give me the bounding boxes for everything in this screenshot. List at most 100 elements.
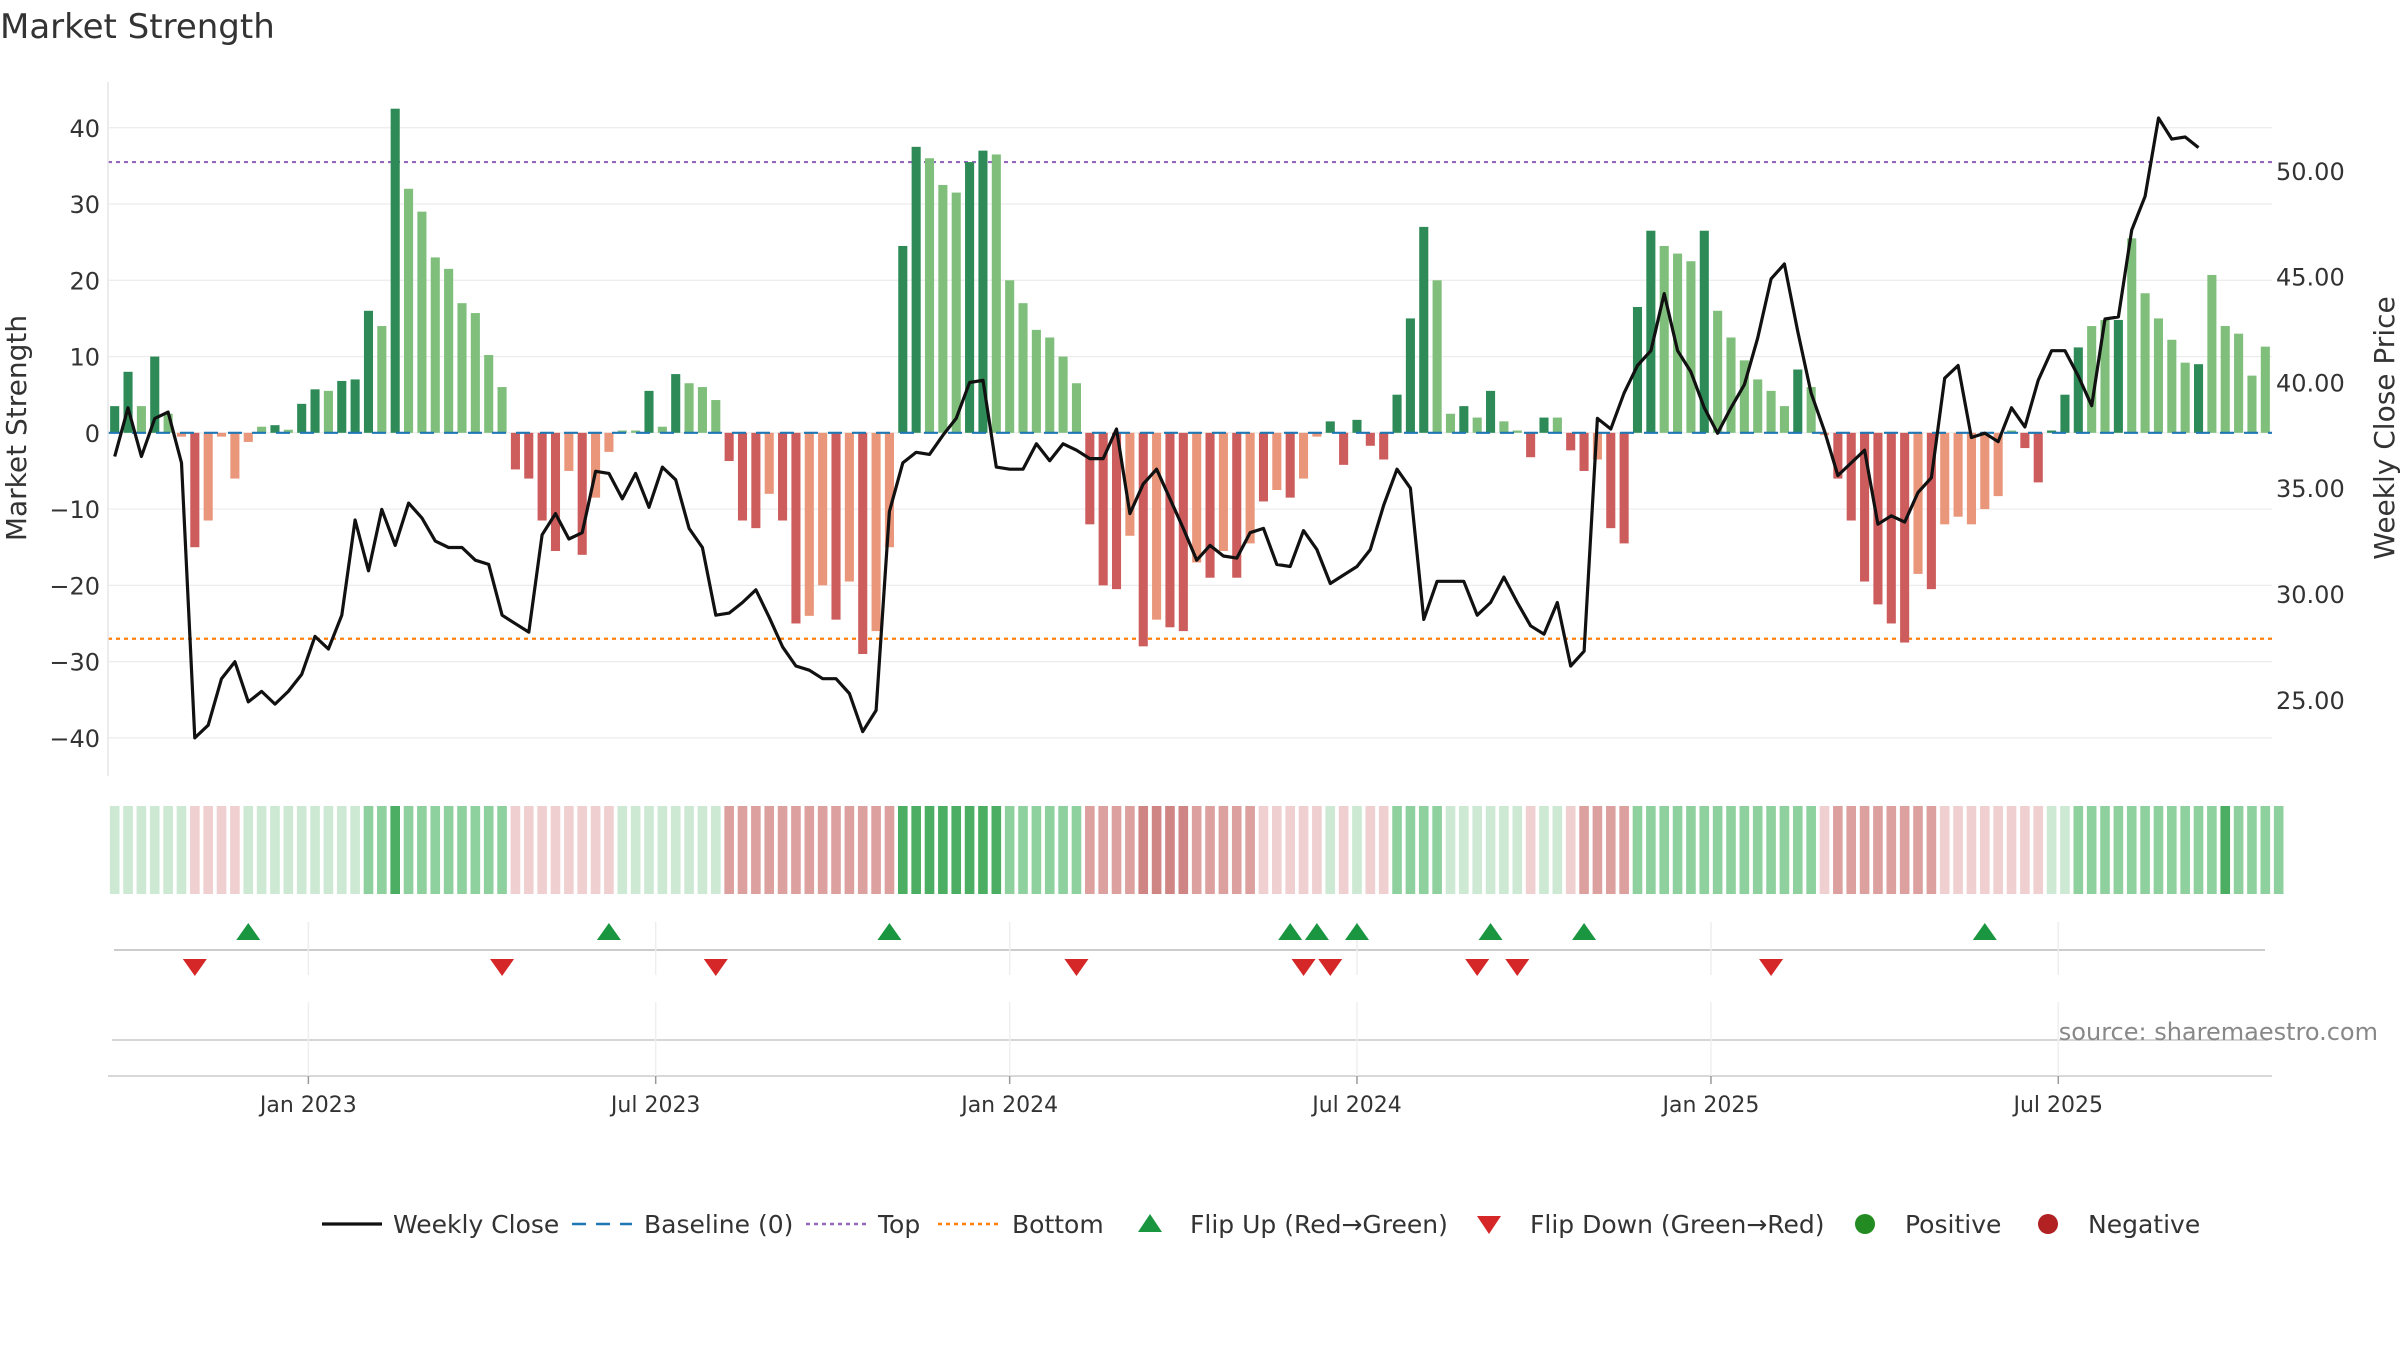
strength-bar bbox=[1512, 430, 1522, 433]
regime-cell bbox=[1165, 806, 1175, 894]
strength-bar bbox=[2006, 430, 2017, 433]
regime-cell bbox=[777, 806, 788, 894]
strength-bar bbox=[1005, 280, 1015, 433]
regime-cell bbox=[1485, 806, 1496, 894]
strength-bar bbox=[1566, 432, 1576, 451]
strength-bar bbox=[1846, 432, 1856, 521]
strength-bar bbox=[2153, 318, 2163, 433]
strength-bar bbox=[1499, 421, 1509, 433]
strength-bar bbox=[898, 245, 908, 433]
regime-cell bbox=[230, 806, 240, 894]
strength-bar bbox=[470, 313, 480, 433]
strength-bar bbox=[1739, 360, 1749, 433]
strength-bar bbox=[737, 432, 748, 521]
strength-bar bbox=[2047, 430, 2057, 433]
strength-bar bbox=[217, 432, 227, 437]
strength-bar bbox=[2060, 394, 2070, 433]
flip-down-marker bbox=[1759, 959, 1784, 976]
regime-cell bbox=[470, 806, 481, 894]
regime-cell bbox=[724, 806, 734, 894]
regime-cell bbox=[991, 806, 1002, 894]
strength-bar bbox=[858, 432, 868, 654]
regime-cell bbox=[483, 806, 494, 894]
y-axis-label-right: Weekly Close Price bbox=[2368, 296, 2400, 559]
strength-bar bbox=[1379, 432, 1389, 460]
right-tick-label: 35.00 bbox=[2276, 475, 2345, 503]
regime-cell bbox=[1459, 806, 1469, 894]
regime-cell bbox=[1178, 806, 1189, 894]
legend-label: Positive bbox=[1905, 1210, 2001, 1239]
regime-cell bbox=[1512, 806, 1523, 894]
regime-cell bbox=[924, 806, 935, 894]
strength-bar bbox=[497, 387, 507, 433]
strength-bar bbox=[1806, 387, 1816, 433]
strength-bar bbox=[1926, 432, 1936, 590]
regime-cell bbox=[577, 806, 588, 894]
regime-cell bbox=[710, 806, 721, 894]
strength-bar bbox=[951, 192, 961, 433]
regime-cell bbox=[1565, 806, 1576, 894]
regime-cell bbox=[617, 806, 628, 894]
regime-cell bbox=[149, 806, 160, 894]
regime-cell bbox=[1953, 806, 1963, 894]
strength-bar bbox=[1753, 379, 1763, 433]
regime-cell bbox=[1125, 806, 1135, 894]
regime-cell bbox=[1619, 806, 1629, 894]
strength-bar bbox=[631, 430, 641, 433]
x-tick-label: Jan 2023 bbox=[258, 1093, 357, 1118]
x-axis: Jan 2023 Jul 2023 Jan 2024 Jul 2024 Jan 2025… bbox=[258, 1076, 2103, 1118]
regime-cell bbox=[1605, 806, 1616, 894]
strength-bar bbox=[1045, 337, 1055, 433]
strength-bar bbox=[1138, 432, 1148, 647]
left-tick-label: −40 bbox=[49, 725, 100, 753]
regime-cell bbox=[1085, 806, 1095, 894]
regime-cell bbox=[590, 806, 601, 894]
strength-bar bbox=[1966, 432, 1976, 525]
regime-cell bbox=[176, 806, 187, 894]
strength-bar bbox=[1352, 419, 1362, 433]
strength-bar bbox=[1272, 432, 1282, 491]
strength-bar bbox=[1459, 406, 1469, 433]
strength-bar bbox=[230, 432, 240, 479]
regime-cell bbox=[1472, 806, 1483, 894]
strength-bar bbox=[751, 432, 761, 529]
regime-cell bbox=[1993, 806, 2003, 894]
regime-cell bbox=[1338, 806, 1349, 894]
regime-cell bbox=[1405, 806, 1416, 894]
regime-cell bbox=[871, 806, 881, 894]
strength-bar bbox=[564, 432, 574, 471]
regime-cell bbox=[390, 806, 401, 894]
legend: Weekly Close Baseline (0) Top Bottom Flip Up… bbox=[322, 1210, 2200, 1239]
flip-up-marker bbox=[236, 923, 261, 940]
regime-cell bbox=[1672, 806, 1683, 894]
strength-bar bbox=[1111, 432, 1122, 590]
regime-cell bbox=[1686, 806, 1696, 894]
regime-cell bbox=[1766, 806, 1776, 894]
regime-cell bbox=[1926, 806, 1937, 894]
source-label: source: sharemaestro.com bbox=[2059, 1018, 2378, 1046]
strength-bar bbox=[1392, 394, 1402, 433]
strength-bar bbox=[1472, 417, 1482, 433]
regime-cell bbox=[1792, 806, 1803, 894]
regime-cell bbox=[190, 806, 200, 894]
strength-bar bbox=[711, 400, 721, 433]
strength-bar bbox=[270, 425, 280, 433]
strength-bar bbox=[1205, 432, 1215, 578]
strength-bar bbox=[617, 430, 627, 433]
regime-cell bbox=[1018, 806, 1028, 894]
strength-bar bbox=[2260, 346, 2270, 433]
left-tick-label: 0 bbox=[85, 420, 100, 448]
strength-bar bbox=[537, 432, 547, 521]
strength-bar bbox=[724, 432, 734, 462]
strength-bar bbox=[1071, 383, 1081, 433]
strength-bar bbox=[804, 432, 814, 616]
strength-bar bbox=[1299, 432, 1309, 479]
strength-bar bbox=[1218, 432, 1228, 552]
regime-cell bbox=[884, 806, 895, 894]
strength-bar bbox=[350, 379, 360, 433]
regime-cell bbox=[296, 806, 307, 894]
regime-cell bbox=[604, 806, 614, 894]
regime-cell bbox=[2113, 806, 2124, 894]
regime-cell bbox=[2046, 806, 2057, 894]
